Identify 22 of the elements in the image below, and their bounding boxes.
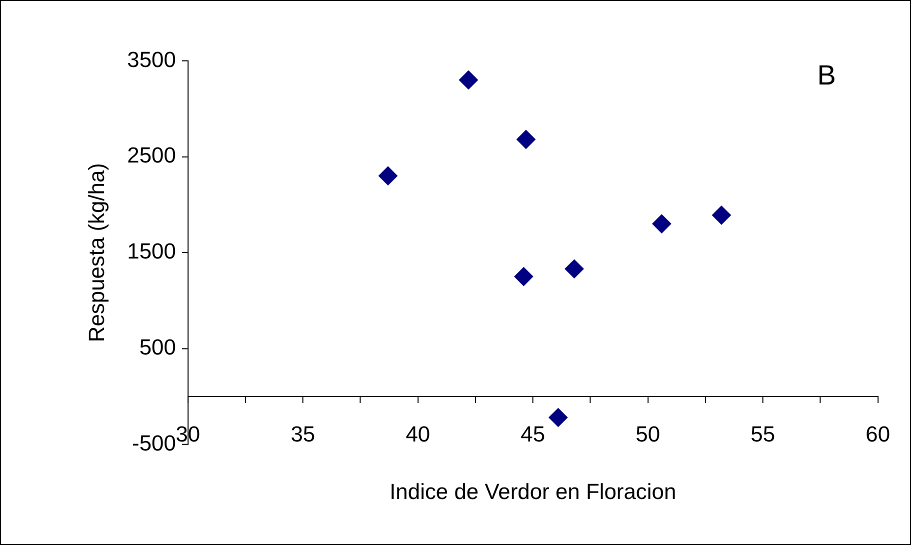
point — [514, 267, 534, 286]
x-axis-title: Indice de Verdor en Floracion — [390, 479, 676, 504]
x-tick-label: 35 — [290, 422, 316, 447]
point — [516, 130, 536, 149]
annotation: B — [817, 59, 836, 90]
y-tick-label: 1500 — [127, 238, 176, 264]
x-tick-label: 45 — [520, 422, 546, 447]
point — [652, 214, 672, 234]
y-tick-label: 2500 — [127, 142, 176, 168]
y-tick-label: -500 — [132, 430, 176, 456]
point — [378, 166, 398, 186]
x-tick-label: 50 — [636, 422, 660, 447]
y-tick-label: 3500 — [127, 46, 176, 72]
point — [564, 259, 584, 278]
point — [548, 408, 568, 427]
x-tick-label: 55 — [750, 422, 776, 447]
point — [459, 70, 478, 90]
y-axis-title: Respuesta (kg/ha) — [84, 163, 110, 342]
x-tick-label: 40 — [406, 422, 430, 447]
x-tick-label: 60 — [866, 422, 890, 447]
point — [712, 206, 731, 225]
y-tick-label: 500 — [139, 334, 176, 360]
